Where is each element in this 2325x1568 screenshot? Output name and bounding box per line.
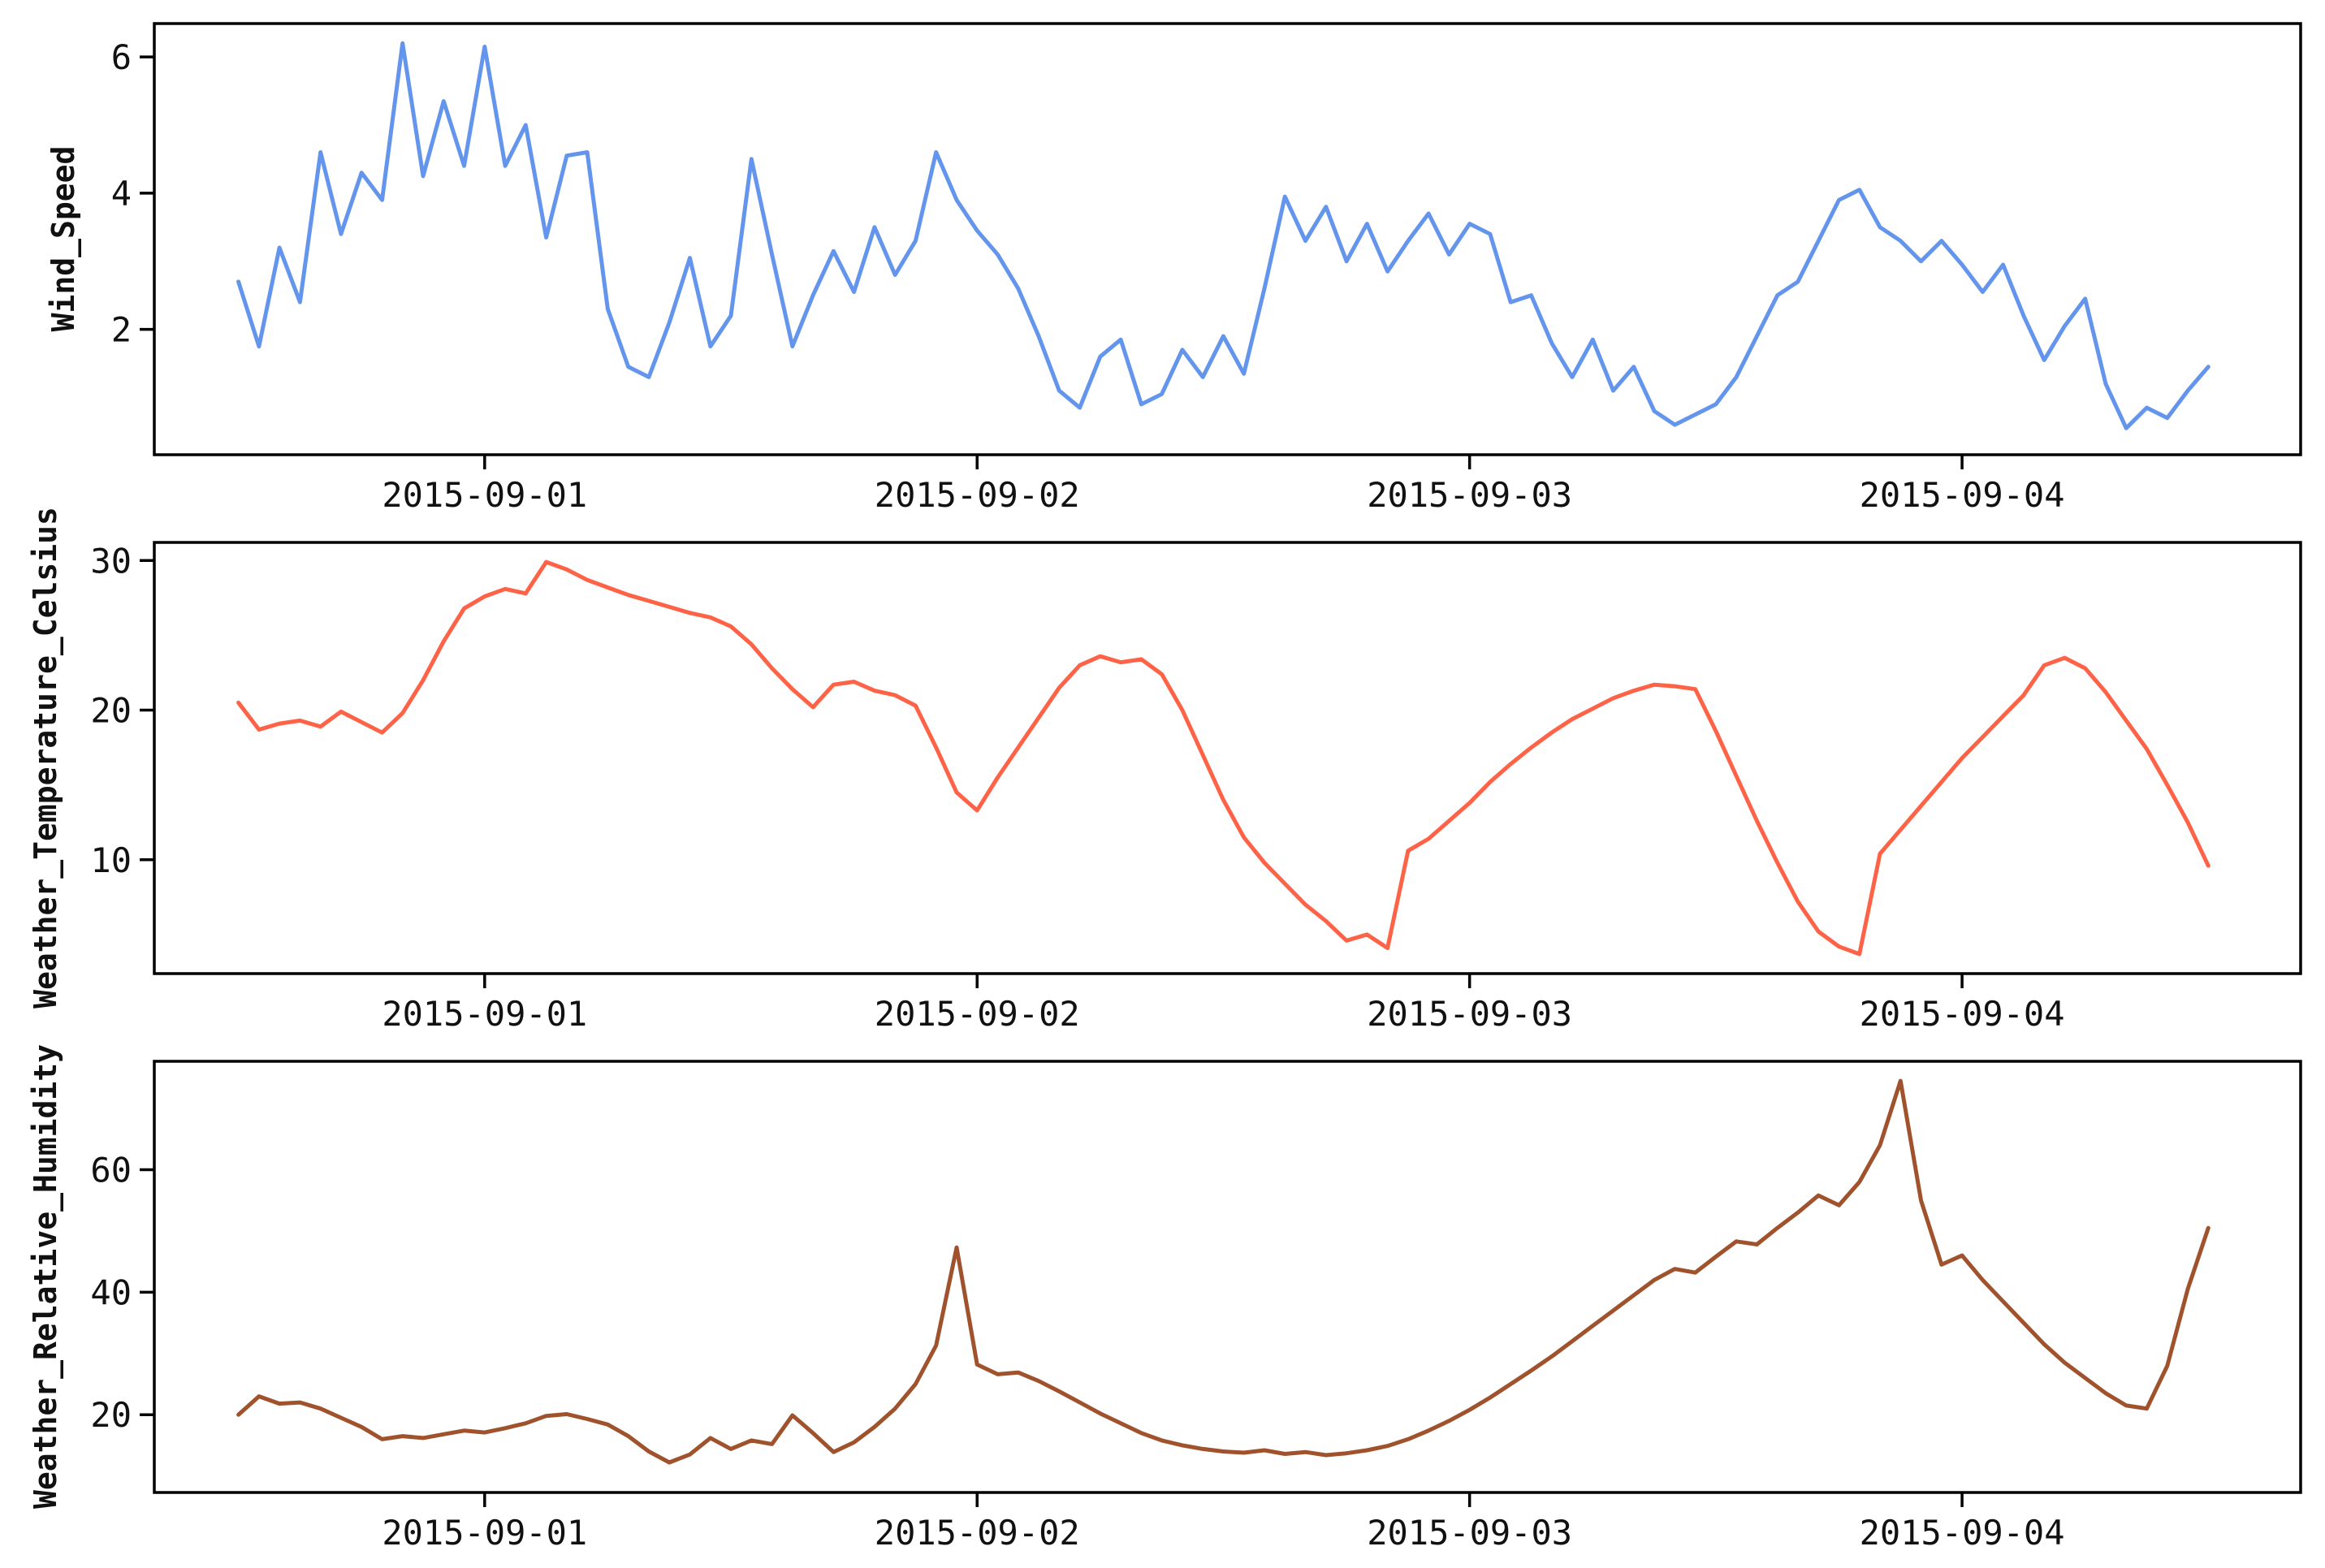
y-tick-label: 30	[90, 541, 132, 581]
y-tick-label: 2	[111, 310, 132, 350]
y-tick-label: 6	[111, 37, 132, 77]
x-tick-label: 2015-09-01	[382, 475, 587, 515]
weather-temperature-celsius-line	[236, 559, 2210, 957]
wind-speed-line	[236, 41, 2210, 430]
x-tick-label: 2015-09-03	[1367, 994, 1572, 1034]
y-axis-label-temperature: Weather_Temperature_Celsius	[28, 507, 63, 1009]
plot-frame	[153, 541, 2302, 975]
y-axis-label-wind-speed: Wind_Speed	[45, 145, 81, 332]
x-tick-label: 2015-09-02	[875, 994, 1080, 1034]
x-tick-label: 2015-09-02	[875, 1513, 1080, 1553]
x-tick-label: 2015-09-04	[1860, 994, 2065, 1034]
x-tick-label: 2015-09-01	[382, 994, 587, 1034]
x-tick-label: 2015-09-02	[875, 475, 1080, 515]
x-tick-label: 2015-09-04	[1860, 1513, 2065, 1553]
y-tick-label: 10	[90, 840, 132, 880]
y-tick-label: 4	[111, 174, 132, 214]
x-tick-label: 2015-09-03	[1367, 475, 1572, 515]
y-tick-label: 40	[90, 1272, 132, 1312]
y-tick-label: 20	[90, 691, 132, 731]
y-tick-label: 20	[90, 1395, 132, 1435]
weather-relative-humidity-line	[236, 1078, 2210, 1465]
plot-frame	[153, 22, 2302, 456]
plot-frame	[153, 1060, 2302, 1494]
y-tick-label: 60	[90, 1151, 132, 1190]
x-tick-label: 2015-09-03	[1367, 1513, 1572, 1553]
x-tick-label: 2015-09-01	[382, 1513, 587, 1553]
x-tick-label: 2015-09-04	[1860, 475, 2065, 515]
y-axis-label-humidity: Weather_Relative_Humidity	[28, 1044, 63, 1509]
